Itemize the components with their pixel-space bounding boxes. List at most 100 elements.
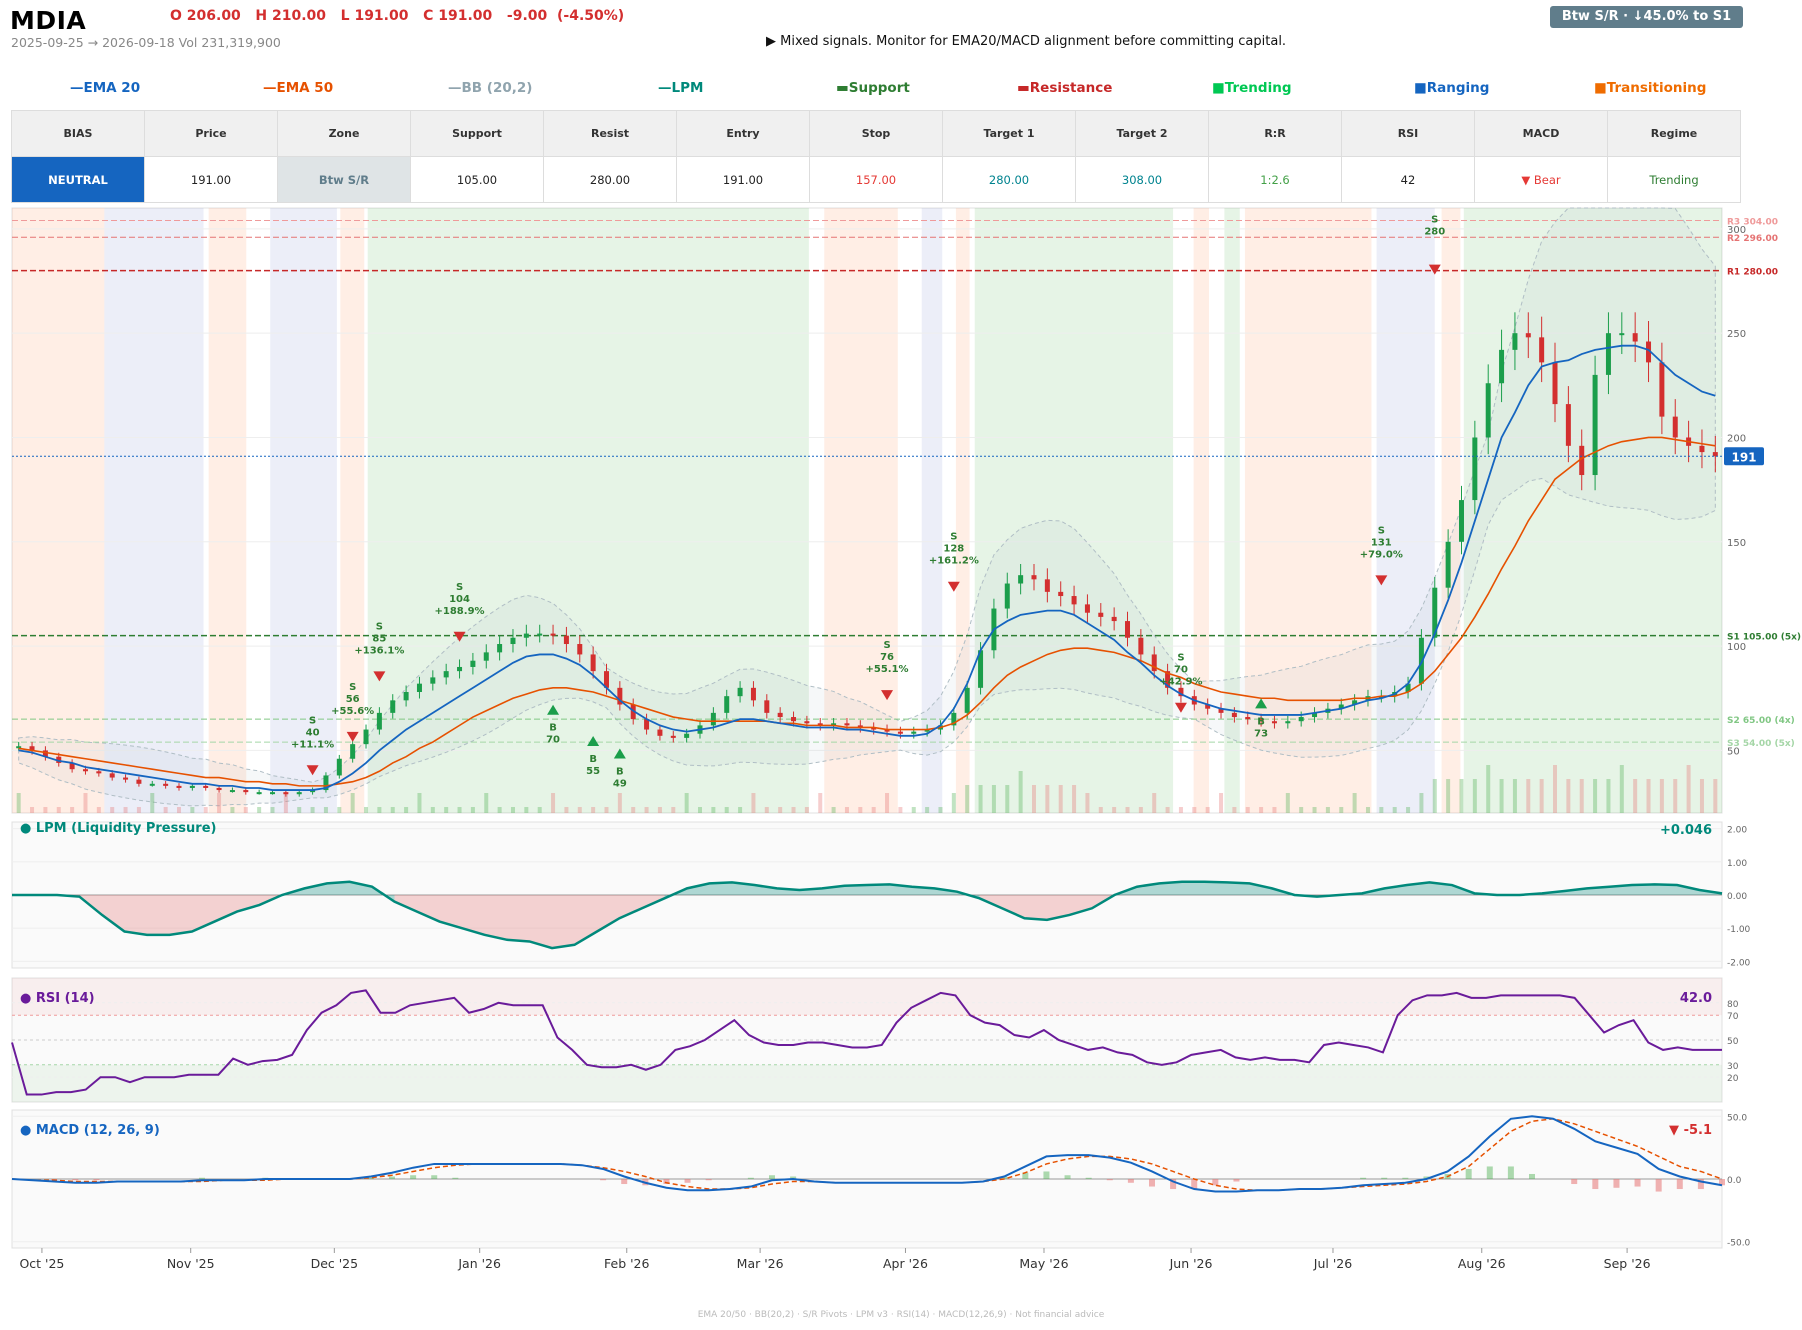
volume-bar bbox=[1446, 779, 1451, 813]
volume-bar bbox=[1125, 807, 1130, 813]
candle-body bbox=[657, 729, 663, 736]
legend-label: LPM bbox=[671, 80, 704, 96]
candle-body bbox=[1432, 587, 1438, 638]
lpm-area-segment bbox=[394, 895, 417, 912]
stats-header-row: BIAS Price Zone Support Resist Entry Stop Targe… bbox=[11, 110, 1741, 157]
volume-bar bbox=[671, 807, 676, 813]
candle-body bbox=[884, 729, 890, 732]
candle-body bbox=[710, 712, 716, 726]
lpm-area-segment bbox=[844, 885, 867, 895]
lpm-y-tick: 2.00 bbox=[1727, 826, 1747, 836]
macd-hist-bar bbox=[389, 1176, 395, 1179]
regime-band-transitioning bbox=[955, 208, 970, 813]
candle-body bbox=[1405, 683, 1411, 692]
candle-body bbox=[149, 783, 155, 786]
candle-body bbox=[1205, 704, 1211, 709]
price-y-tick: 250 bbox=[1727, 329, 1746, 340]
volume-bar bbox=[1152, 793, 1157, 813]
lpm-area-segment bbox=[304, 883, 327, 895]
legend-marker: ■ bbox=[1414, 80, 1427, 96]
volume-bar bbox=[1392, 807, 1397, 813]
last-price-label: 191 bbox=[1731, 450, 1756, 464]
regime-band-transitioning bbox=[1441, 208, 1461, 813]
buy-signal-marker bbox=[547, 704, 560, 715]
lpm-y-tick: -2.00 bbox=[1727, 958, 1751, 968]
candle-body bbox=[96, 771, 102, 774]
macd-hist-bar bbox=[1212, 1179, 1219, 1186]
volume-bar bbox=[1219, 793, 1224, 813]
volume-bar bbox=[831, 807, 836, 813]
macd-hist-bar bbox=[663, 1179, 670, 1185]
regime-band-trending bbox=[1463, 208, 1722, 813]
candle-body bbox=[1218, 708, 1224, 713]
lpm-value: +0.046 bbox=[1660, 823, 1712, 838]
lpm-area-segment bbox=[619, 895, 642, 919]
candle-body bbox=[550, 633, 556, 636]
signal-price: 70 bbox=[546, 735, 560, 746]
signal-type: B bbox=[589, 754, 597, 765]
volume-bar bbox=[337, 807, 342, 813]
legend-marker: — bbox=[448, 80, 462, 96]
legend-item-ema-50: — EMA 50 bbox=[263, 80, 333, 96]
stats-table: BIAS Price Zone Support Resist Entry Stop Targe… bbox=[11, 110, 1741, 203]
macd-hist-bar bbox=[1507, 1166, 1514, 1179]
sr-level-label: S3 54.00 (5x) bbox=[1727, 739, 1795, 749]
legend-label: Ranging bbox=[1426, 80, 1490, 96]
macd-hist-bar bbox=[1676, 1179, 1683, 1190]
volume-bar bbox=[150, 793, 155, 813]
sell-signal-marker bbox=[1428, 264, 1441, 275]
volume-bar bbox=[751, 793, 756, 813]
volume-bar bbox=[524, 807, 529, 813]
lpm-area-segment bbox=[507, 895, 530, 942]
stats-value-price: 191.00 bbox=[144, 156, 278, 203]
volume-bar bbox=[551, 793, 556, 813]
volume-bar bbox=[176, 807, 181, 813]
signal-price: 55 bbox=[586, 766, 600, 777]
volume-bar bbox=[457, 807, 462, 813]
sr-level-label: S2 65.00 (4x) bbox=[1727, 716, 1795, 726]
sell-signal-marker bbox=[947, 581, 960, 592]
volume-bar bbox=[1526, 779, 1531, 813]
x-tick-label: Dec '25 bbox=[311, 1256, 359, 1271]
volume-bar bbox=[938, 807, 943, 813]
candle-body bbox=[82, 769, 88, 772]
candle-body bbox=[724, 696, 730, 713]
volume-bar bbox=[470, 807, 475, 813]
volume-bar bbox=[965, 785, 970, 813]
volume-bar bbox=[257, 807, 262, 813]
candle-body bbox=[1231, 712, 1237, 718]
candle-body bbox=[737, 687, 743, 697]
lpm-area-segment bbox=[1002, 895, 1025, 919]
candle-body bbox=[1512, 333, 1518, 350]
volume-bar bbox=[1486, 765, 1491, 813]
stats-header-zone: Zone bbox=[277, 110, 411, 157]
candle-body bbox=[1031, 575, 1037, 580]
volume-bar bbox=[243, 807, 248, 813]
candle-body bbox=[1659, 362, 1665, 417]
candle-body bbox=[1525, 333, 1531, 338]
volume-bar bbox=[484, 793, 489, 813]
volume-bar bbox=[30, 807, 35, 813]
candle-body bbox=[123, 777, 129, 780]
candle-body bbox=[978, 650, 984, 688]
volume-bar bbox=[684, 793, 689, 813]
volume-bar bbox=[497, 807, 502, 813]
candle-body bbox=[283, 792, 289, 795]
regime-band-transitioning bbox=[208, 208, 247, 813]
regime-band-transitioning bbox=[824, 208, 898, 813]
buy-signal-marker bbox=[613, 748, 626, 759]
x-tick-label: Mar '26 bbox=[737, 1256, 784, 1271]
lpm-area-segment bbox=[237, 895, 260, 912]
volume-bar bbox=[43, 807, 48, 813]
price-y-tick: 150 bbox=[1727, 538, 1746, 549]
volume-bar bbox=[925, 807, 930, 813]
signal-price: 40 bbox=[306, 727, 320, 738]
candle-body bbox=[510, 637, 516, 645]
candle-body bbox=[390, 700, 396, 713]
volume-bar bbox=[818, 793, 823, 813]
macd-hist-bar bbox=[1592, 1179, 1599, 1190]
volume-bar bbox=[136, 807, 141, 813]
lpm-area-segment bbox=[147, 895, 170, 935]
volume-bar bbox=[1312, 807, 1317, 813]
macd-hist-bar bbox=[790, 1176, 797, 1179]
